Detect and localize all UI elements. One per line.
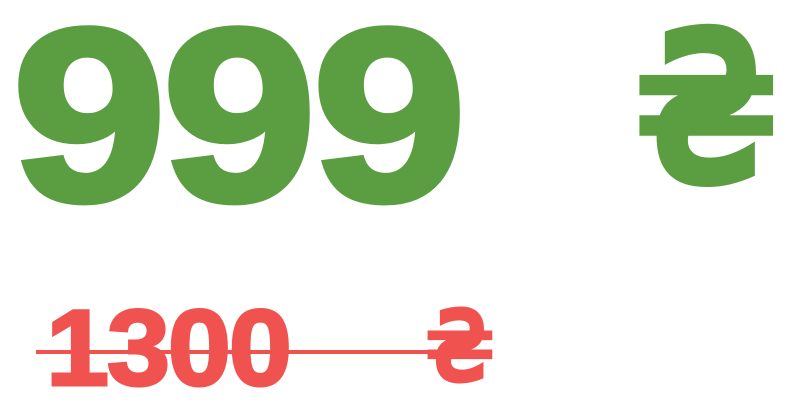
current-price: 999: [9, 0, 471, 242]
current-price-amount: 999: [9, 0, 471, 253]
old-price-amount: 1300: [44, 287, 293, 408]
old-price-currency-icon: ₴: [424, 288, 496, 407]
strikethrough-line: [36, 350, 492, 354]
current-price-currency-icon: ₴: [632, 0, 781, 235]
old-price: 1300 ₴: [36, 287, 500, 408]
